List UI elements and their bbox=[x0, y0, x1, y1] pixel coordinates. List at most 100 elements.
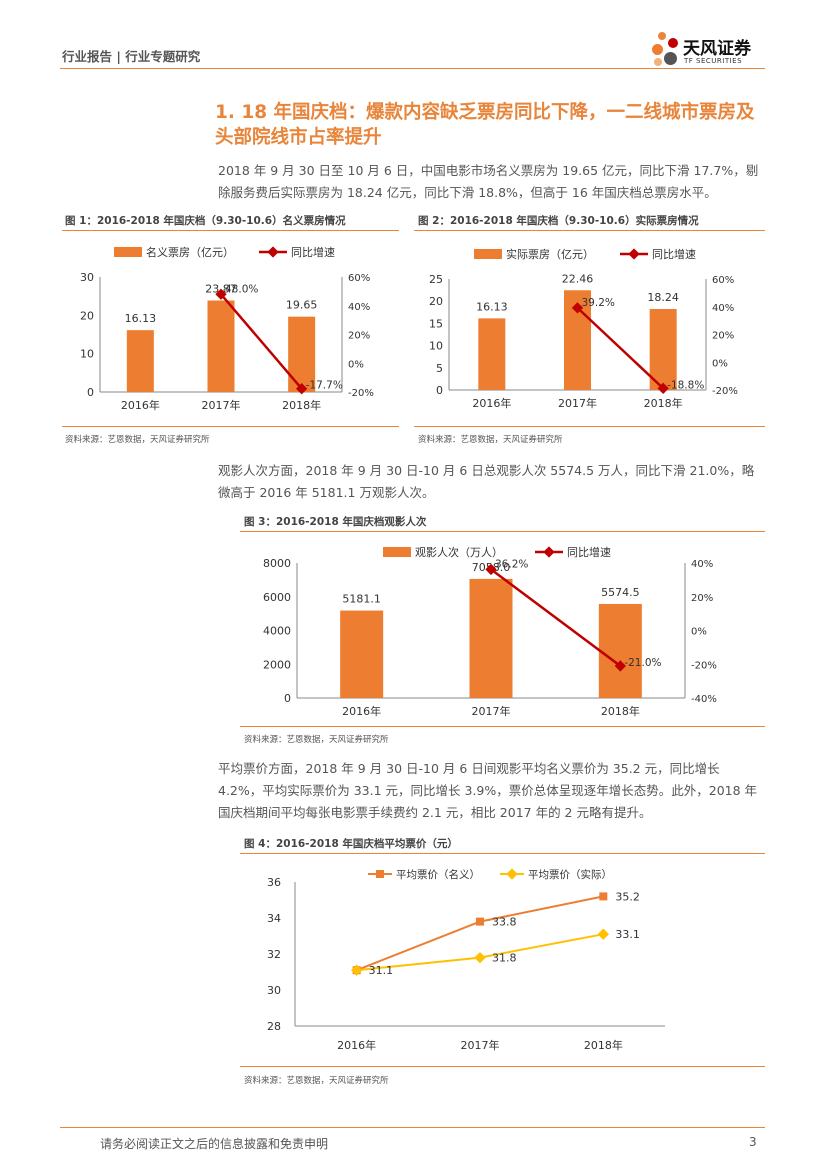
growth-point bbox=[571, 302, 584, 314]
paragraph-attendance: 观影人次方面，2018 年 9 月 30 日-10 月 6 日总观影人次 557… bbox=[218, 463, 755, 500]
y2-tick-label: -40% bbox=[691, 694, 717, 705]
growth-value-label: -21.0% bbox=[624, 657, 661, 669]
paragraph-box-office: 2018 年 9 月 30 日至 10 月 6 日，中国电影市场名义票房为 19… bbox=[218, 163, 759, 200]
y2-tick-label: -20% bbox=[691, 660, 717, 671]
y-tick-label: 5 bbox=[436, 362, 443, 375]
logo-dot-icon bbox=[652, 44, 663, 55]
legend-bar-swatch bbox=[383, 547, 411, 557]
x-tick-label: 2018年 bbox=[282, 398, 321, 412]
figure-2-bottom-rule bbox=[414, 426, 765, 427]
series-value-label: 33.1 bbox=[615, 928, 640, 941]
logo-name: 天风证券 bbox=[683, 39, 751, 59]
bar bbox=[126, 330, 154, 392]
y2-tick-label: 20% bbox=[348, 331, 370, 342]
y2-tick-label: 20% bbox=[691, 593, 713, 604]
bar-value-label: 18.24 bbox=[647, 291, 679, 304]
figure-2-title: 图 2：2016-2018 年国庆档（9.30-10.6）实际票房情况 bbox=[418, 215, 699, 227]
y2-tick-label: 60% bbox=[348, 273, 370, 284]
figure-4-title: 图 4：2016-2018 年国庆档平均票价（元） bbox=[244, 838, 458, 850]
tf-securities-logo: 天风证券 TF SECURITIES bbox=[650, 30, 770, 72]
logo-dot-icon bbox=[654, 58, 662, 66]
y-tick-label: 30 bbox=[80, 271, 94, 284]
logo-dot-icon bbox=[664, 52, 677, 65]
logo-english: TF SECURITIES bbox=[684, 57, 743, 65]
header-divider bbox=[60, 68, 765, 69]
figure-3-source: 资料来源：艺恩数据，天风证券研究所 bbox=[244, 735, 389, 745]
x-tick-label: 2017年 bbox=[461, 1038, 500, 1052]
x-tick-label: 2018年 bbox=[644, 396, 683, 410]
footer-disclaimer: 请务必阅读正文之后的信息披露和免责申明 bbox=[100, 1137, 329, 1151]
x-tick-label: 2016年 bbox=[121, 398, 160, 412]
bar-value-label: 22.46 bbox=[562, 272, 594, 285]
legend-line-label: 平均票价（实际） bbox=[528, 868, 612, 881]
page-number: 3 bbox=[749, 1135, 757, 1149]
x-tick-label: 2017年 bbox=[472, 704, 511, 718]
y-tick-label: 6000 bbox=[263, 591, 291, 604]
x-tick-label: 2016年 bbox=[342, 704, 381, 718]
series-value-label: 31.8 bbox=[492, 952, 517, 965]
figure-3-title: 图 3：2016-2018 年国庆档观影人次 bbox=[244, 516, 427, 528]
y-tick-label: 20 bbox=[429, 295, 443, 308]
y-tick-label: 28 bbox=[267, 1020, 281, 1033]
legend-line-label: 同比增速 bbox=[291, 245, 335, 259]
chart-nominal-box-office: 名义票房（亿元） 同比增速 0 10 20 30 -20% 0% 20% 40% 60% 2016年 2… bbox=[80, 245, 374, 412]
y-tick-label: 2000 bbox=[263, 658, 291, 671]
bar-value-label: 5181.1 bbox=[342, 593, 381, 606]
y2-tick-label: 0% bbox=[712, 358, 728, 369]
y2-tick-label: 20% bbox=[712, 331, 734, 342]
bar bbox=[207, 300, 235, 392]
x-tick-label: 2017年 bbox=[202, 398, 241, 412]
series-point bbox=[476, 917, 484, 926]
growth-point bbox=[614, 660, 626, 672]
series-value-label: 31.1 bbox=[369, 964, 394, 977]
logo-dot-icon bbox=[668, 38, 678, 48]
legend-bar-label: 实际票房（亿元） bbox=[506, 247, 594, 261]
bar-value-label: 19.65 bbox=[286, 299, 318, 312]
y-tick-label: 25 bbox=[429, 273, 443, 286]
figure-3-top-rule bbox=[240, 531, 765, 532]
legend-bar-swatch bbox=[474, 249, 502, 259]
growth-point bbox=[657, 382, 669, 394]
growth-line bbox=[490, 568, 622, 667]
legend-bar-label: 名义票房（亿元） bbox=[146, 245, 234, 259]
y2-tick-label: 60% bbox=[712, 275, 734, 286]
legend-line-label: 同比增速 bbox=[567, 545, 611, 559]
chart-actual-box-office: 实际票房（亿元） 同比增速 0 5 10 15 20 25 -20% 0% 20% 40% 60% 201… bbox=[429, 247, 738, 410]
legend-line-label: 平均票价（名义） bbox=[396, 868, 480, 881]
y-tick-label: 15 bbox=[429, 317, 443, 330]
y2-tick-label: -20% bbox=[348, 388, 374, 399]
y-tick-label: 10 bbox=[80, 348, 94, 361]
series-point bbox=[599, 892, 608, 901]
series-value-label: 33.8 bbox=[492, 916, 517, 929]
y-tick-label: 10 bbox=[429, 340, 443, 353]
paragraph-ticket-price: 平均票价方面，2018 年 9 月 30 日-10 月 6 日间观影平均名义票价… bbox=[218, 761, 758, 820]
x-tick-label: 2018年 bbox=[601, 704, 640, 718]
figure-1-top-rule bbox=[62, 230, 399, 231]
figure-4-source: 资料来源：艺恩数据，天风证券研究所 bbox=[244, 1076, 389, 1086]
growth-value-label: -18.8% bbox=[667, 379, 704, 391]
figure-1-bottom-rule bbox=[62, 426, 399, 427]
legend-bar-swatch bbox=[114, 247, 142, 257]
y2-tick-label: 0% bbox=[691, 627, 707, 638]
series-value-label: 35.2 bbox=[615, 890, 640, 903]
growth-value-label: 36.2% bbox=[495, 558, 528, 570]
bar bbox=[649, 309, 677, 390]
y-tick-label: 0 bbox=[436, 384, 443, 397]
growth-value-label: 39.2% bbox=[582, 297, 615, 309]
figure-1-source: 资料来源：艺恩数据，天风证券研究所 bbox=[65, 435, 210, 445]
bar bbox=[598, 603, 642, 698]
y-tick-label: 0 bbox=[87, 386, 94, 399]
y2-tick-label: 0% bbox=[348, 359, 364, 370]
y-tick-label: 4000 bbox=[263, 625, 291, 638]
figure-1-title: 图 1：2016-2018 年国庆档（9.30-10.6）名义票房情况 bbox=[65, 215, 346, 227]
y2-tick-label: 40% bbox=[712, 303, 734, 314]
bar bbox=[340, 610, 384, 698]
y2-tick-label: 40% bbox=[348, 302, 370, 313]
legend-line-marker bbox=[506, 868, 518, 880]
series-point bbox=[597, 928, 609, 940]
figure-4-top-rule bbox=[240, 853, 765, 854]
y-tick-label: 34 bbox=[267, 912, 281, 925]
legend-line-marker bbox=[628, 248, 640, 260]
x-tick-label: 2017年 bbox=[558, 396, 597, 410]
growth-value-label: 48.0% bbox=[225, 283, 258, 295]
